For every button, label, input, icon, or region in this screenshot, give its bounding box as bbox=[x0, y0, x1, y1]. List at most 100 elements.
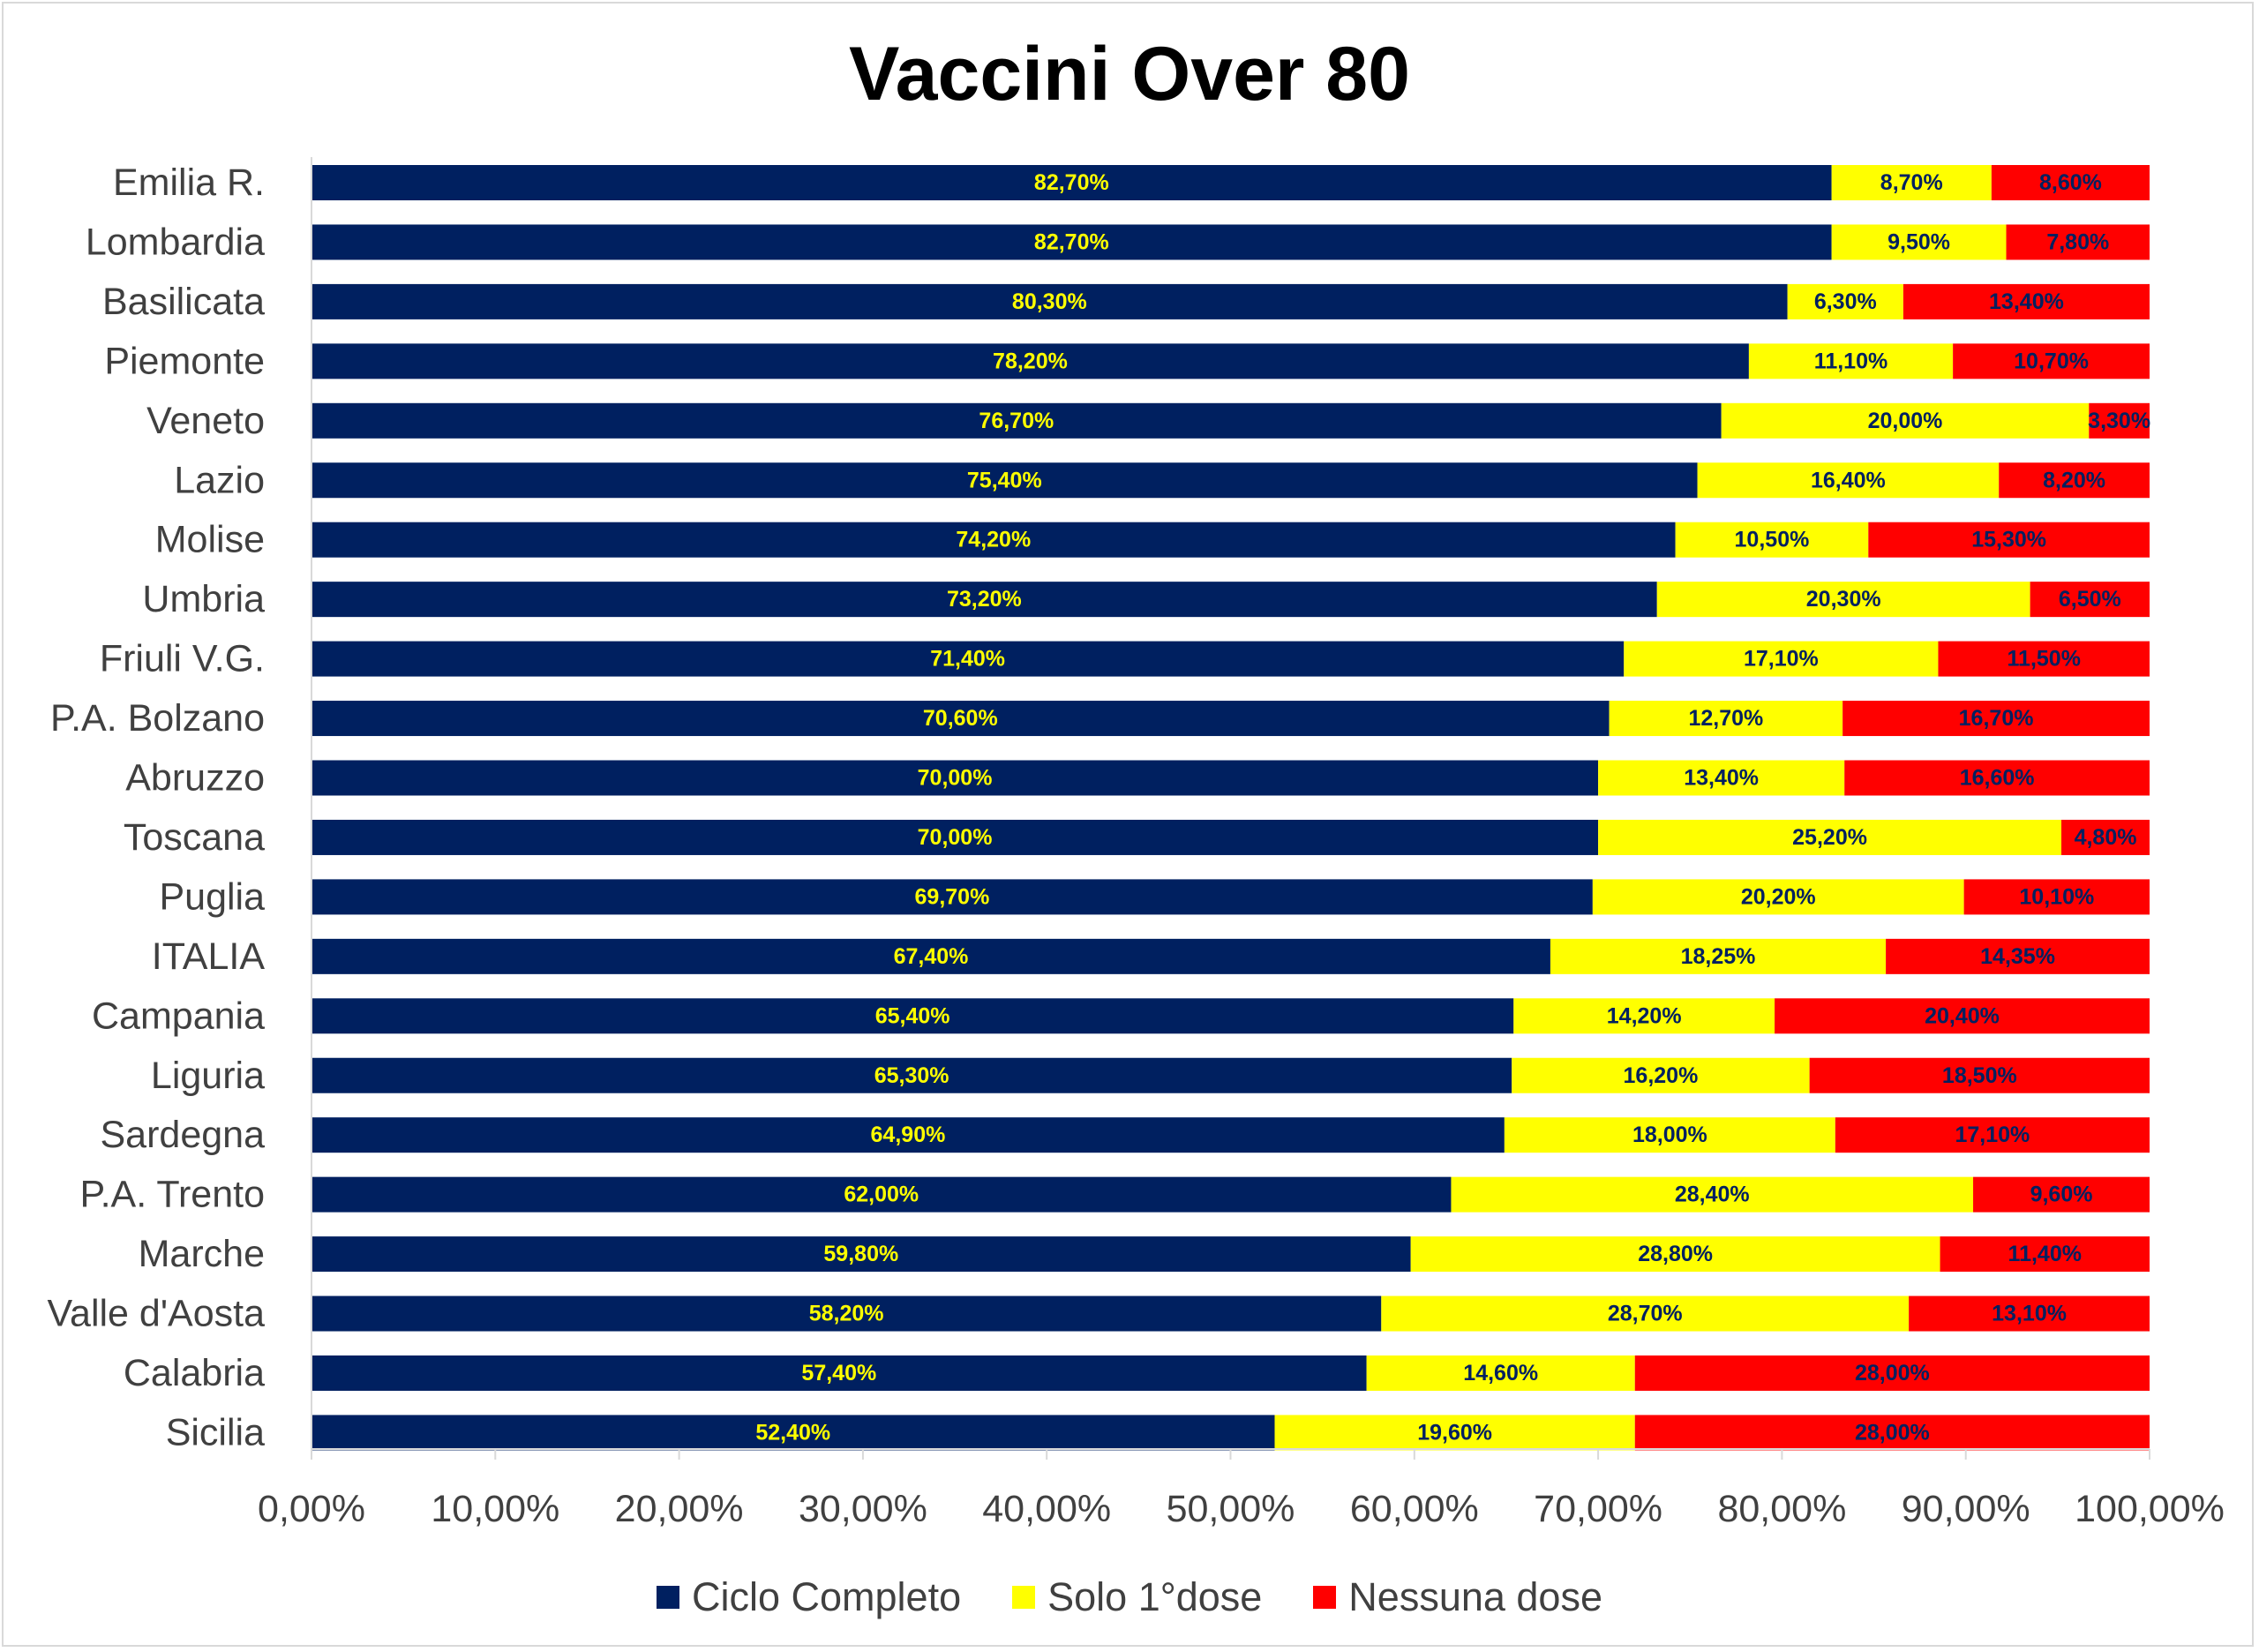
bar-segment bbox=[2061, 819, 2150, 855]
data-label: 10,50% bbox=[1735, 528, 1810, 552]
x-axis: 0,00% 10,00% 20,00% 30,00% 40,00% 50,00% 60,00… bbox=[258, 157, 2225, 1530]
data-label: 62,00% bbox=[844, 1183, 919, 1207]
bars-layer: 82,70% 8,70% 8,60% 82,70% 9,50% 7,80% 80,30% 6,… bbox=[311, 165, 2150, 1451]
bar-segment bbox=[1938, 641, 2150, 677]
chart-title: Vaccini Over 80 bbox=[849, 32, 1410, 116]
category-label: Valle d'Aosta bbox=[48, 1293, 266, 1335]
bar-segment bbox=[1940, 1236, 2150, 1273]
data-label: 8,60% bbox=[2039, 170, 2102, 195]
bar-segment bbox=[1381, 1295, 1910, 1332]
y-axis-categories: Emilia R. Lombardia Basilicata Piemonte Vene… bbox=[48, 161, 266, 1453]
bar-segment bbox=[311, 938, 1550, 974]
bar-segment bbox=[1842, 701, 2150, 737]
category-label: Campania bbox=[92, 995, 265, 1037]
bar-segment bbox=[1721, 402, 2090, 439]
legend: Ciclo Completo Solo 1°dose Nessuna dose bbox=[0, 1573, 2259, 1622]
category-label: P.A. Trento bbox=[79, 1174, 265, 1216]
bar-segment bbox=[1903, 283, 2150, 319]
legend-swatch bbox=[657, 1586, 679, 1609]
category-label: Basilicata bbox=[102, 281, 265, 323]
bar-segment bbox=[1598, 819, 2062, 855]
bar-segment bbox=[1656, 582, 2030, 618]
legend-label: Solo 1°dose bbox=[1047, 1574, 1263, 1619]
bar-segment bbox=[1410, 1236, 1940, 1273]
bar-segment bbox=[311, 402, 1722, 439]
data-label: 18,25% bbox=[1681, 944, 1756, 969]
data-label: 80,30% bbox=[1012, 289, 1087, 314]
bar-segment bbox=[1886, 938, 2150, 974]
data-label: 28,40% bbox=[1675, 1183, 1750, 1207]
bar-segment bbox=[1624, 641, 1939, 677]
bar-segment bbox=[311, 819, 1599, 855]
bar-segment bbox=[311, 224, 1832, 260]
data-label: 28,80% bbox=[1638, 1242, 1713, 1266]
data-label: 16,40% bbox=[1811, 468, 1886, 492]
bar-segment bbox=[311, 1295, 1382, 1332]
data-label: 74,20% bbox=[956, 528, 1031, 552]
x-tick-label: 10,00% bbox=[431, 1488, 559, 1530]
bar-segment bbox=[1831, 224, 2007, 260]
x-tick-label: 30,00% bbox=[799, 1488, 927, 1530]
bar-segment bbox=[1512, 1057, 1810, 1093]
bar-segment bbox=[311, 998, 1514, 1034]
category-label: Puglia bbox=[159, 875, 265, 918]
data-label: 16,60% bbox=[1960, 766, 2035, 791]
category-label: Veneto bbox=[146, 400, 265, 442]
data-label: 65,40% bbox=[875, 1003, 950, 1028]
data-label: 16,70% bbox=[1959, 706, 2034, 731]
data-label: 78,20% bbox=[993, 349, 1068, 373]
data-label: 58,20% bbox=[809, 1302, 884, 1326]
bar-segment bbox=[311, 1057, 1512, 1093]
category-label: Abruzzo bbox=[125, 757, 265, 800]
data-label: 18,00% bbox=[1632, 1123, 1707, 1147]
bar-segment bbox=[311, 343, 1749, 379]
bar-segment bbox=[1609, 701, 1843, 737]
legend-item: Solo 1°dose bbox=[1012, 1573, 1262, 1622]
data-label: 16,20% bbox=[1624, 1063, 1699, 1088]
data-label: 9,50% bbox=[1888, 229, 1950, 254]
data-label: 28,00% bbox=[1855, 1361, 1930, 1385]
bar-segment bbox=[1775, 998, 2150, 1034]
data-label: 12,70% bbox=[1688, 706, 1763, 731]
bar-segment bbox=[1909, 1295, 2150, 1332]
legend-label: Nessuna dose bbox=[1348, 1574, 1602, 1619]
bar-segment bbox=[1831, 165, 1992, 200]
data-label: 13,10% bbox=[1992, 1302, 2067, 1326]
x-tick-label: 20,00% bbox=[615, 1488, 744, 1530]
bar-segment bbox=[1868, 522, 2150, 558]
data-label: 13,40% bbox=[1684, 766, 1759, 791]
bar-segment bbox=[2006, 224, 2150, 260]
category-label: Calabria bbox=[124, 1352, 265, 1394]
bar-segment bbox=[1598, 760, 1845, 796]
bar-segment bbox=[1973, 1176, 2150, 1213]
data-label: 11,10% bbox=[1814, 349, 1888, 373]
bar-segment bbox=[1451, 1176, 1974, 1213]
bar-segment bbox=[1999, 462, 2150, 499]
data-label: 14,20% bbox=[1607, 1003, 1682, 1028]
bar-segment bbox=[311, 641, 1625, 677]
bar-segment bbox=[311, 1415, 1275, 1451]
bar-segment bbox=[1835, 1117, 2150, 1153]
bar-segment bbox=[311, 701, 1610, 737]
data-label: 20,20% bbox=[1741, 884, 1816, 909]
data-label: 25,20% bbox=[1792, 825, 1867, 850]
x-tick-label: 60,00% bbox=[1350, 1488, 1479, 1530]
category-label: Emilia R. bbox=[113, 161, 265, 204]
category-label: Lazio bbox=[174, 459, 265, 501]
category-label: Marche bbox=[139, 1233, 265, 1275]
bar-segment bbox=[311, 165, 1832, 200]
category-label: Sardegna bbox=[101, 1114, 266, 1156]
category-label: P.A. Bolzano bbox=[50, 697, 265, 740]
bar-segment bbox=[1953, 343, 2150, 379]
data-label: 10,70% bbox=[2014, 349, 2089, 373]
data-label: 15,30% bbox=[1971, 528, 2046, 552]
data-label: 76,70% bbox=[979, 409, 1054, 433]
data-label: 65,30% bbox=[874, 1063, 949, 1088]
bar-segment bbox=[311, 760, 1599, 796]
category-label: ITALIA bbox=[152, 935, 266, 978]
data-label: 17,10% bbox=[1955, 1123, 2030, 1147]
bar-segment bbox=[311, 462, 1698, 499]
data-label: 20,00% bbox=[1868, 409, 1943, 433]
data-label: 59,80% bbox=[823, 1242, 898, 1266]
bar-segment bbox=[1274, 1415, 1635, 1451]
